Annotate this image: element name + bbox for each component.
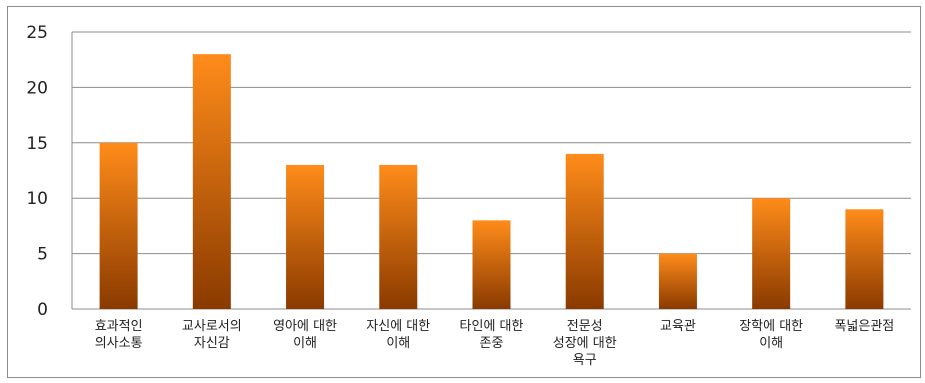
x-tick-label-line: 영아에 대한	[273, 319, 337, 334]
x-tick-label-line: 존중	[480, 336, 504, 351]
x-tick-label-line: 장학에 대한	[739, 319, 803, 334]
bar-2	[192, 54, 231, 309]
bar-5	[472, 220, 511, 309]
y-tick-label: 10	[26, 189, 48, 209]
x-tick-label-line: 폭넓은관점	[834, 319, 894, 334]
x-tick-label-line: 이해	[386, 336, 410, 351]
y-tick-label: 0	[37, 300, 48, 320]
x-tick-label-line: 의사소통	[95, 336, 143, 351]
y-tick-label: 20	[26, 78, 48, 98]
x-tick-label: 폭넓은관점	[834, 319, 894, 334]
x-tick-label-line: 전문성	[567, 319, 603, 334]
x-tick-label-line: 타인에 대한	[460, 319, 524, 334]
y-tick-label: 25	[26, 23, 48, 43]
x-tick-label-line: 성장에 대한	[553, 336, 617, 351]
y-tick-label: 5	[37, 245, 48, 265]
x-tick-label: 교육관	[660, 319, 696, 334]
bar-3	[286, 164, 325, 309]
bar-9	[845, 209, 884, 309]
bar-6	[565, 153, 604, 309]
y-axis-ticks: 0 5 10 15 20 25	[26, 23, 48, 320]
bar-8	[752, 198, 791, 309]
x-tick-label-line: 이해	[759, 336, 783, 351]
bars	[99, 54, 884, 309]
chart-frame	[7, 6, 921, 378]
x-tick-label-line: 욕구	[573, 353, 597, 368]
bar-7	[658, 253, 697, 309]
x-tick-label-line: 교사로서의	[182, 319, 242, 334]
x-tick-label-line: 교육관	[660, 319, 696, 334]
x-tick-label-line: 자신감	[194, 336, 230, 351]
x-tick-label-line: 이해	[293, 336, 317, 351]
x-tick-label-line: 효과적인	[95, 319, 143, 334]
y-tick-label: 15	[26, 134, 48, 154]
bar-4	[379, 164, 418, 309]
bar-1	[99, 142, 138, 309]
x-tick-label-line: 자신에 대한	[366, 319, 430, 334]
